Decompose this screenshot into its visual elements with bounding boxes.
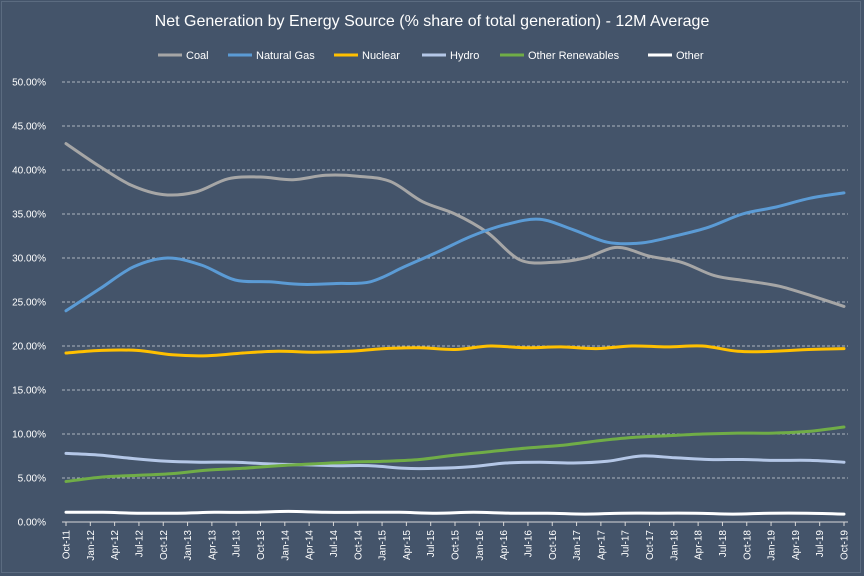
x-tick-label: Jul-15: [426, 530, 437, 558]
y-tick-label: 15.00%: [12, 386, 46, 397]
legend: Coal Natural Gas Nuclear Hydro Other Renewab…: [158, 50, 704, 62]
y-tick-label: 0.00%: [18, 518, 46, 529]
x-tick-label: Oct-19: [840, 530, 851, 560]
x-tick-label: Jan-14: [280, 530, 291, 561]
x-tick-label: Jan-15: [378, 530, 389, 561]
y-tick-label: 20.00%: [12, 342, 46, 353]
x-tick-label: Jul-12: [134, 530, 145, 558]
chart-title: Net Generation by Energy Source (% share…: [155, 13, 710, 30]
legend-label-hydro: Hydro: [450, 50, 479, 62]
x-tick-label: Jan-18: [669, 530, 680, 561]
x-tick-label: Jan-13: [183, 530, 194, 561]
x-tick-label: Jan-17: [572, 530, 583, 561]
series-line-other-renewables: [64, 425, 846, 483]
x-tick-label: Apr-18: [694, 530, 705, 560]
x-tick-label: Apr-16: [499, 530, 510, 560]
x-tick-label: Apr-19: [791, 530, 802, 560]
series-line-natural-gas: [64, 191, 846, 313]
series-group: [64, 142, 846, 516]
x-tick-label: Apr-17: [596, 530, 607, 560]
x-tick-label: Oct-12: [159, 530, 170, 560]
x-tick-label: Oct-15: [451, 530, 462, 560]
x-tick-label: Jul-13: [232, 530, 243, 558]
y-axis: 0.00% 5.00% 10.00% 15.00% 20.00% 25.00% 30.00%…: [12, 78, 46, 529]
series-line-nuclear: [64, 344, 846, 358]
legend-label-other-renewables: Other Renewables: [528, 50, 620, 62]
x-tick-label: Apr-15: [402, 530, 413, 560]
x-tick-label: Oct-16: [548, 530, 559, 560]
series-line-coal: [64, 142, 846, 308]
x-tick-label: Oct-18: [742, 530, 753, 560]
x-tick-label: Jan-12: [86, 530, 97, 561]
x-tick-label: Oct-17: [645, 530, 656, 560]
x-tick-label: Oct-14: [353, 530, 364, 560]
x-tick-label: Jul-18: [718, 530, 729, 558]
x-tick-label: Apr-13: [207, 530, 218, 560]
legend-label-natural-gas: Natural Gas: [256, 50, 315, 62]
y-tick-label: 5.00%: [18, 474, 46, 485]
x-tick-label: Jul-17: [621, 530, 632, 558]
y-tick-label: 25.00%: [12, 298, 46, 309]
y-tick-label: 40.00%: [12, 166, 46, 177]
legend-label-nuclear: Nuclear: [362, 50, 400, 62]
x-tick-label: Jan-16: [475, 530, 486, 561]
x-tick-label: Oct-13: [256, 530, 267, 560]
legend-label-other: Other: [676, 50, 704, 62]
x-tick-label: Apr-14: [305, 530, 316, 560]
y-tick-label: 50.00%: [12, 78, 46, 89]
y-tick-label: 10.00%: [12, 430, 46, 441]
y-tick-label: 30.00%: [12, 254, 46, 265]
x-tick-label: Oct-11: [62, 530, 73, 560]
y-tick-label: 45.00%: [12, 122, 46, 133]
x-tick-label: Jul-14: [329, 530, 340, 558]
x-tick-label: Apr-12: [110, 530, 121, 560]
x-tick-label: Jul-19: [815, 530, 826, 558]
x-tick-label: Jan-19: [767, 530, 778, 561]
x-axis: Oct-11 Jan-12 Apr-12 Jul-12 Oct-12 Jan-13 Apr-…: [62, 521, 851, 561]
series-line-other: [64, 509, 846, 516]
legend-label-coal: Coal: [186, 50, 209, 62]
y-tick-label: 35.00%: [12, 210, 46, 221]
x-tick-label: Jul-16: [523, 530, 534, 558]
series-line-hydro: [64, 451, 846, 471]
